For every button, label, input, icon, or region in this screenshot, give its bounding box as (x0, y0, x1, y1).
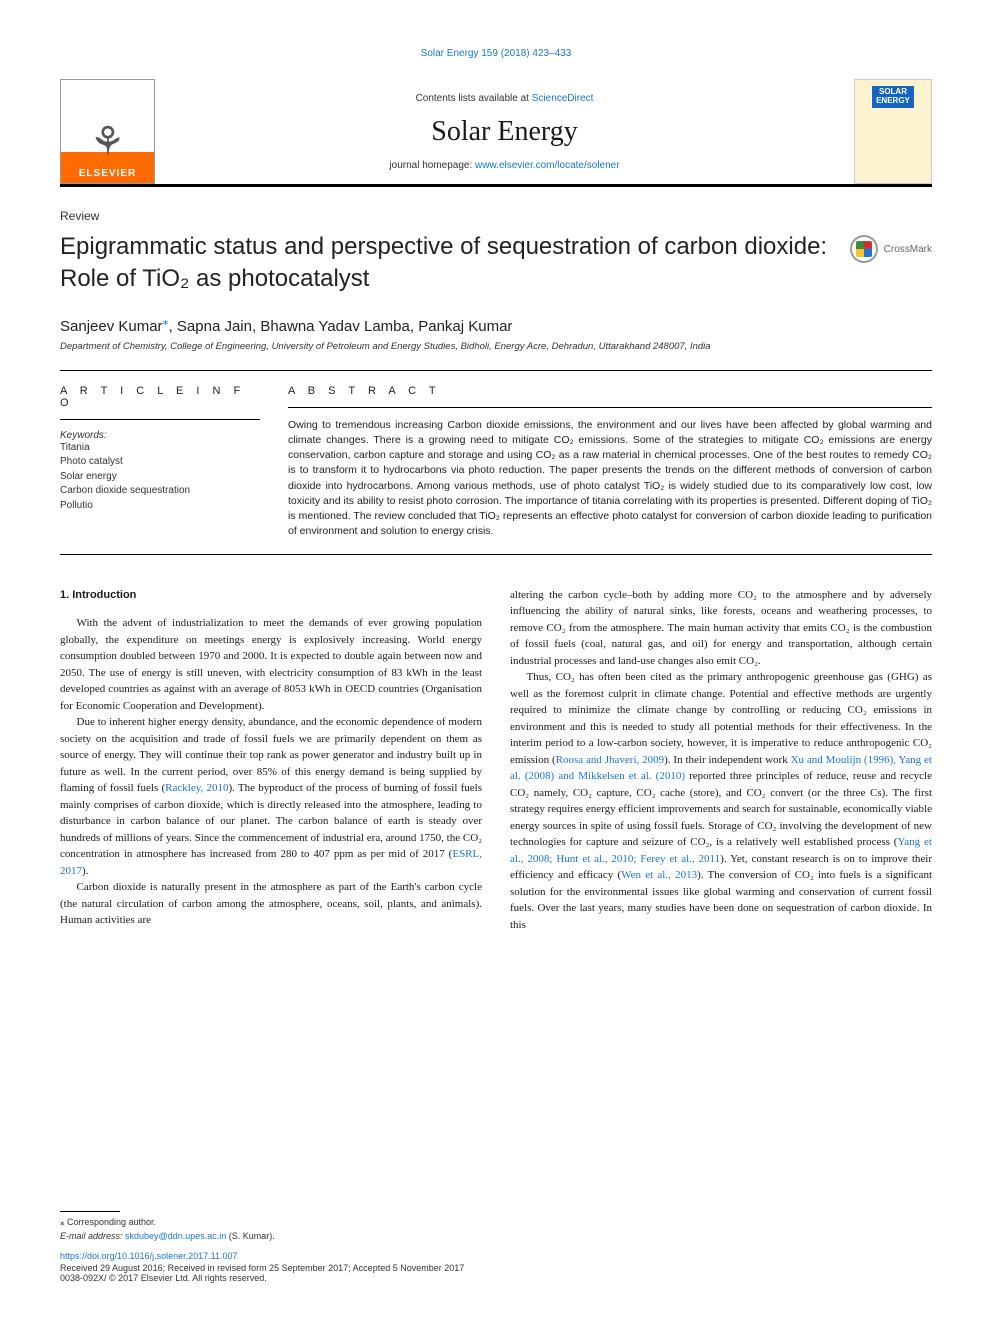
author-3[interactable]: Bhawna Yadav Lamba (260, 318, 410, 335)
section-heading-intro: 1. Introduction (60, 587, 482, 604)
citation-link[interactable]: Roosa and Jhaveri, 2009 (556, 754, 665, 766)
keyword-item: Photo catalyst (60, 455, 260, 470)
body-paragraph: altering the carbon cycle–both by adding… (510, 587, 932, 670)
homepage-prefix: journal homepage: (389, 160, 475, 171)
divider-rule (60, 370, 932, 371)
keyword-item: Titania (60, 441, 260, 456)
author-1[interactable]: Sanjeev Kumar (60, 318, 163, 335)
header-center: Contents lists available at ScienceDirec… (155, 79, 854, 184)
journal-cover[interactable]: SOLARENERGY (854, 79, 932, 184)
cover-badge: SOLARENERGY (872, 86, 914, 108)
abstract-block: A B S T R A C T Owing to tremendous incr… (288, 385, 932, 540)
right-column: altering the carbon cycle–both by adding… (510, 587, 932, 934)
body-content: 1. Introduction With the advent of indus… (60, 587, 932, 934)
citation-link[interactable]: Wen et al., 2013 (621, 869, 697, 881)
journal-title: Solar Energy (431, 116, 577, 148)
article-title: Epigrammatic status and perspective of s… (60, 231, 830, 296)
corresponding-marker[interactable]: ⁎ (163, 314, 169, 328)
keyword-item: Pollutio (60, 499, 260, 514)
keyword-item: Solar energy (60, 470, 260, 485)
body-paragraph: Carbon dioxide is naturally present in t… (60, 879, 482, 929)
author-2[interactable]: Sapna Jain (177, 318, 252, 335)
author-4[interactable]: Pankaj Kumar (418, 318, 512, 335)
contents-available: Contents lists available at ScienceDirec… (416, 93, 594, 104)
doi-link[interactable]: https://doi.org/10.1016/j.solener.2017.1… (60, 1251, 932, 1261)
crossmark-label: CrossMark (884, 244, 932, 255)
journal-homepage: journal homepage: www.elsevier.com/locat… (389, 160, 619, 171)
homepage-link[interactable]: www.elsevier.com/locate/solener (475, 160, 620, 171)
abstract-header: A B S T R A C T (288, 385, 932, 397)
email-link[interactable]: skdubey@ddn.upes.ac.in (125, 1231, 226, 1241)
contents-prefix: Contents lists available at (416, 93, 532, 104)
journal-header: ⚘ ELSEVIER Contents lists available at S… (60, 79, 932, 187)
email-line: E-mail address: skdubey@ddn.upes.ac.in (… (60, 1230, 932, 1244)
article-info-block: A R T I C L E I N F O Keywords: Titania … (60, 385, 260, 540)
left-column: 1. Introduction With the advent of indus… (60, 587, 482, 934)
copyright-line: 0038-092X/ © 2017 Elsevier Ltd. All righ… (60, 1273, 932, 1283)
elsevier-logo[interactable]: ⚘ ELSEVIER (60, 79, 155, 184)
received-dates: Received 29 August 2016; Received in rev… (60, 1263, 932, 1273)
authors-list: Sanjeev Kumar⁎, Sapna Jain, Bhawna Yadav… (60, 314, 932, 335)
elsevier-label: ELSEVIER (79, 168, 136, 179)
keyword-item: Carbon dioxide sequestration (60, 484, 260, 499)
crossmark-icon (850, 235, 878, 263)
affiliation: Department of Chemistry, College of Engi… (60, 341, 932, 352)
body-paragraph: With the advent of industrialization to … (60, 615, 482, 714)
journal-citation[interactable]: Solar Energy 159 (2018) 423–433 (60, 48, 932, 59)
page-footer: ⁎ Corresponding author. E-mail address: … (60, 1211, 932, 1283)
body-paragraph: Thus, CO₂ has often been cited as the pr… (510, 669, 932, 933)
article-type: Review (60, 209, 932, 223)
crossmark-badge[interactable]: CrossMark (850, 235, 932, 263)
elsevier-tree-icon: ⚘ (90, 122, 126, 162)
citation-link[interactable]: Rackley, 2010 (165, 782, 228, 794)
keywords-label: Keywords: (60, 430, 260, 441)
article-info-header: A R T I C L E I N F O (60, 385, 260, 409)
abstract-text: Owing to tremendous increasing Carbon di… (288, 418, 932, 540)
corresponding-author-note: ⁎ Corresponding author. (60, 1216, 932, 1230)
sciencedirect-link[interactable]: ScienceDirect (532, 93, 594, 104)
body-paragraph: Due to inherent higher energy density, a… (60, 714, 482, 879)
